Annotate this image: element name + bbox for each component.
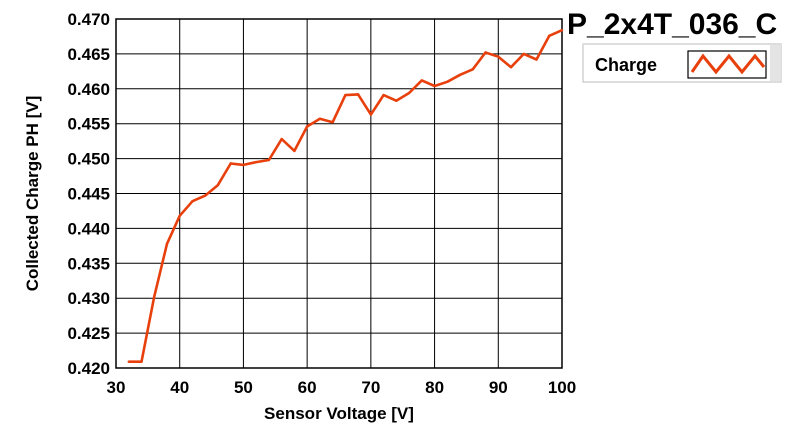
data-point: [395, 99, 398, 102]
legend-swatch-box: [687, 50, 767, 79]
data-point: [242, 163, 245, 167]
x-axis-ticks: 30 40 50 60 70 80 90 100: [107, 378, 577, 397]
data-point: [305, 125, 309, 128]
series-layer: [127, 28, 564, 364]
data-point: [560, 28, 564, 32]
data-point: [407, 91, 411, 95]
x-tick-label: 60: [298, 378, 317, 397]
data-point: [522, 52, 525, 56]
data-point: [446, 80, 449, 84]
data-point: [280, 137, 283, 141]
data-point: [382, 93, 385, 97]
data-point: [420, 79, 424, 82]
x-axis-title: Sensor Voltage [V]: [264, 404, 414, 423]
data-point: [433, 84, 436, 88]
data-point: [254, 160, 258, 164]
y-tick-label: 0.465: [67, 45, 110, 64]
data-point: [178, 214, 181, 218]
data-point: [165, 242, 169, 245]
data-point: [267, 158, 271, 162]
data-point: [535, 58, 538, 61]
data-point: [509, 65, 513, 69]
data-point: [191, 199, 194, 203]
data-point: [153, 295, 156, 299]
y-tick-label: 0.430: [67, 289, 110, 308]
chart-title: P_2x4T_036_C: [567, 8, 777, 41]
data-point: [331, 121, 334, 124]
y-axis-ticks: 0.420 0.425 0.430 0.435 0.440 0.445 0.450 0.455…: [67, 10, 110, 378]
data-point: [127, 360, 130, 363]
x-tick-label: 50: [234, 378, 253, 397]
x-tick-label: 80: [425, 378, 444, 397]
data-point: [344, 93, 347, 97]
data-point: [548, 34, 551, 37]
data-point: [216, 183, 220, 187]
plot-frame: [115, 18, 563, 369]
data-point: [293, 149, 296, 153]
data-point: [497, 55, 500, 58]
legend: Charge: [582, 43, 782, 83]
y-tick-label: 0.440: [67, 219, 110, 238]
y-tick-label: 0.455: [67, 115, 110, 134]
legend-label: Charge: [595, 55, 657, 75]
legend-swatch-line: [690, 53, 766, 75]
data-point: [140, 360, 143, 363]
data-point: [356, 93, 360, 96]
y-axis-title: Collected Charge PH [V]: [23, 96, 42, 292]
data-point: [458, 73, 462, 77]
y-tick-label: 0.460: [67, 80, 110, 99]
y-tick-label: 0.425: [67, 324, 110, 343]
x-tick-label: 70: [361, 378, 380, 397]
data-point: [471, 68, 474, 71]
data-point: [229, 162, 232, 165]
y-tick-label: 0.450: [67, 150, 110, 169]
data-point: [369, 113, 373, 116]
data-point: [204, 194, 207, 197]
data-point: [318, 117, 322, 121]
x-tick-label: 40: [170, 378, 189, 397]
y-tick-label: 0.470: [67, 10, 110, 29]
y-tick-label: 0.435: [67, 254, 110, 273]
legend-scroll-edge: [770, 45, 781, 81]
data-point: [484, 51, 487, 54]
x-tick-label: 100: [548, 378, 576, 397]
y-tick-label: 0.420: [67, 359, 110, 378]
y-tick-label: 0.445: [67, 185, 110, 204]
x-tick-label: 90: [489, 378, 508, 397]
x-tick-label: 30: [107, 378, 126, 397]
